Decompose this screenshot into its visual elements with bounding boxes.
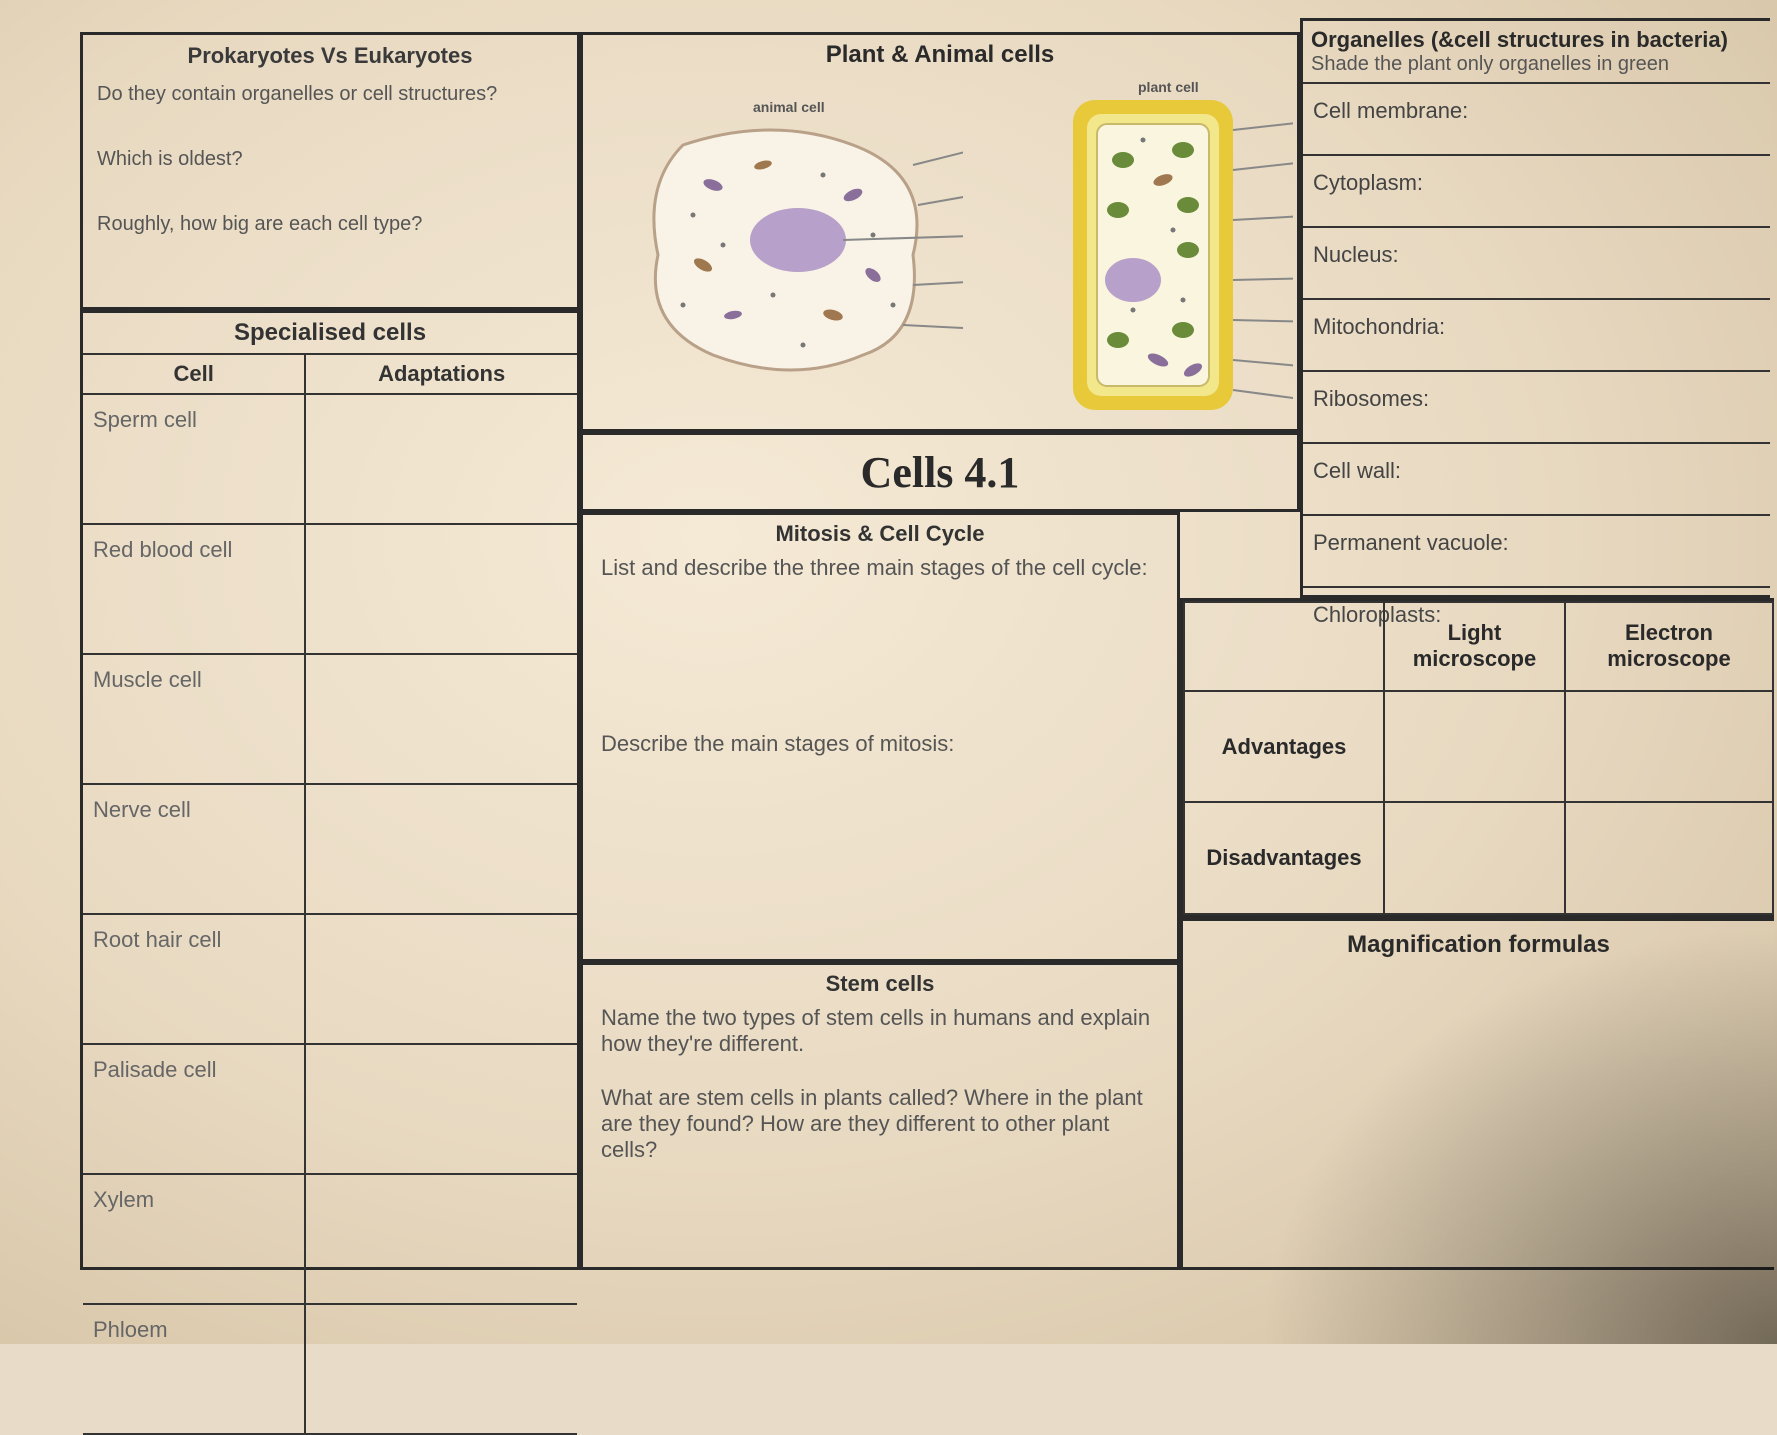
cell-name: Red blood cell	[83, 524, 305, 654]
panel-specialised-cells: Specialised cells Cell Adaptations Sperm…	[80, 310, 580, 1270]
micro-cell	[1565, 691, 1773, 803]
cell-name: Muscle cell	[83, 654, 305, 784]
micro-cell	[1384, 691, 1565, 803]
cell-adapt	[305, 1044, 577, 1174]
cell-name: Phloem	[83, 1304, 305, 1434]
panel-mitosis: Mitosis & Cell Cycle List and describe t…	[580, 512, 1180, 962]
org-item: Cytoplasm:	[1303, 154, 1770, 226]
panel-organelles: Organelles (&cell structures in bacteria…	[1300, 18, 1770, 598]
org-sub: Shade the plant only organelles in green	[1303, 53, 1770, 82]
cell-adapt	[305, 1304, 577, 1434]
spec-table: Cell Adaptations Sperm cell Red blood ce…	[83, 353, 577, 1435]
cell-name: Sperm cell	[83, 394, 305, 524]
panel-prokaryotes-vs-eukaryotes: Prokaryotes Vs Eukaryotes Do they contai…	[80, 32, 580, 310]
mitosis-heading: Mitosis & Cell Cycle	[583, 515, 1177, 547]
table-row: Phloem	[83, 1304, 577, 1434]
table-row: Palisade cell	[83, 1044, 577, 1174]
micro-col-light: Light microscope	[1384, 602, 1565, 691]
cell-adapt	[305, 784, 577, 914]
micro-cell	[1384, 802, 1565, 914]
cell-name: Xylem	[83, 1174, 305, 1304]
table-row: Root hair cell	[83, 914, 577, 1044]
table-row: Disadvantages	[1184, 802, 1773, 914]
cell-name: Palisade cell	[83, 1044, 305, 1174]
org-item: Permanent vacuole:	[1303, 514, 1770, 586]
pac-heading: Plant & Animal cells	[583, 35, 1297, 69]
org-item: Ribosomes:	[1303, 370, 1770, 442]
panel-title: Cells 4.1	[580, 432, 1300, 512]
table-row: Sperm cell	[83, 394, 577, 524]
table-row: Nerve cell	[83, 784, 577, 914]
table-row: Muscle cell	[83, 654, 577, 784]
cell-name: Nerve cell	[83, 784, 305, 914]
micro-col-electron: Electron microscope	[1565, 602, 1773, 691]
cell-adapt	[305, 394, 577, 524]
table-row: Red blood cell	[83, 524, 577, 654]
cell-adapt	[305, 1174, 577, 1304]
org-item: Cell wall:	[1303, 442, 1770, 514]
cell-adapt	[305, 524, 577, 654]
pve-q1: Do they contain organelles or cell struc…	[83, 69, 577, 134]
spec-heading: Specialised cells	[83, 313, 577, 353]
cell-adapt	[305, 914, 577, 1044]
pve-q2: Which is oldest?	[83, 134, 577, 199]
cell-adapt	[305, 654, 577, 784]
org-item: Cell membrane:	[1303, 82, 1770, 154]
table-row: Xylem	[83, 1174, 577, 1304]
table-row: Advantages	[1184, 691, 1773, 803]
worksheet-title: Cells 4.1	[861, 447, 1020, 498]
stem-q2: What are stem cells in plants called? Wh…	[583, 1077, 1177, 1183]
org-item: Mitochondria:	[1303, 298, 1770, 370]
micro-row-disadvantages: Disadvantages	[1184, 802, 1384, 914]
mag-heading: Magnification formulas	[1183, 921, 1774, 959]
spec-col-cell: Cell	[83, 354, 305, 394]
panel-microscopes: Light microscope Electron microscope Adv…	[1180, 598, 1774, 918]
micro-cell	[1565, 802, 1773, 914]
mitosis-q2: Describe the main stages of mitosis:	[583, 641, 1177, 817]
panel-magnification: Magnification formulas	[1180, 918, 1774, 1270]
micro-header-row: Light microscope Electron microscope	[1184, 602, 1773, 691]
stem-q1: Name the two types of stem cells in huma…	[583, 997, 1177, 1077]
micro-row-advantages: Advantages	[1184, 691, 1384, 803]
cell-name: Root hair cell	[83, 914, 305, 1044]
stem-heading: Stem cells	[583, 965, 1177, 997]
pve-q3: Roughly, how big are each cell type?	[83, 199, 577, 264]
org-item: Nucleus:	[1303, 226, 1770, 298]
microscope-table: Light microscope Electron microscope Adv…	[1183, 601, 1774, 915]
spec-col-adaptations: Adaptations	[305, 354, 577, 394]
animal-cell-diagram	[623, 105, 963, 405]
plant-cell-diagram	[1063, 90, 1293, 430]
mitosis-q1: List and describe the three main stages …	[583, 547, 1177, 641]
org-heading: Organelles (&cell structures in bacteria…	[1303, 21, 1770, 53]
pve-heading: Prokaryotes Vs Eukaryotes	[83, 35, 577, 69]
spec-header-row: Cell Adaptations	[83, 354, 577, 394]
panel-plant-animal-cells: Plant & Animal cells animal cell plant c…	[580, 32, 1300, 432]
micro-corner	[1184, 602, 1384, 691]
panel-stem-cells: Stem cells Name the two types of stem ce…	[580, 962, 1180, 1270]
revision-sheet: Prokaryotes Vs Eukaryotes Do they contai…	[0, 0, 1777, 1344]
